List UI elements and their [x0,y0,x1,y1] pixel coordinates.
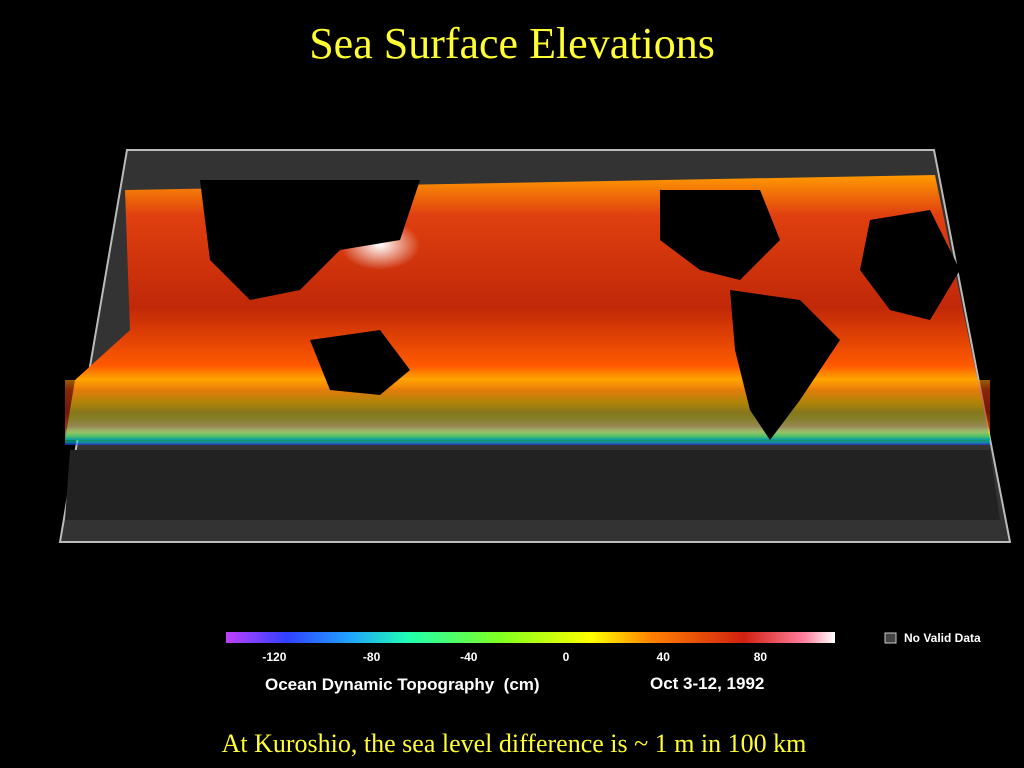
antarctica [65,450,1000,520]
land [730,290,840,440]
quantity-label: Ocean Dynamic Topography (cm) [265,675,540,694]
land [200,180,420,300]
title: Sea Surface Elevations [309,19,715,68]
tick-label: 80 [754,650,768,664]
land [860,210,960,320]
tick-labels: -120 -80 -40 0 40 80 [262,650,767,664]
tick-label: 0 [563,650,570,664]
land [660,190,780,280]
tick-label: 40 [657,650,671,664]
date-label: Oct 3-12, 1992 [650,674,764,693]
land [310,330,410,395]
tick-label: -40 [460,650,478,664]
tick-label: -80 [363,650,381,664]
map [58,149,1012,543]
ocean-edge [65,380,990,445]
legend: -120 -80 -40 0 40 80 No Valid Data Ocean Dyna… [226,631,981,694]
tick-label: -120 [262,650,286,664]
caption: At Kuroshio, the sea level difference is… [222,729,807,758]
color-bar [226,632,835,643]
no-data-label: No Valid Data [904,631,981,645]
no-data-swatch [884,632,897,644]
